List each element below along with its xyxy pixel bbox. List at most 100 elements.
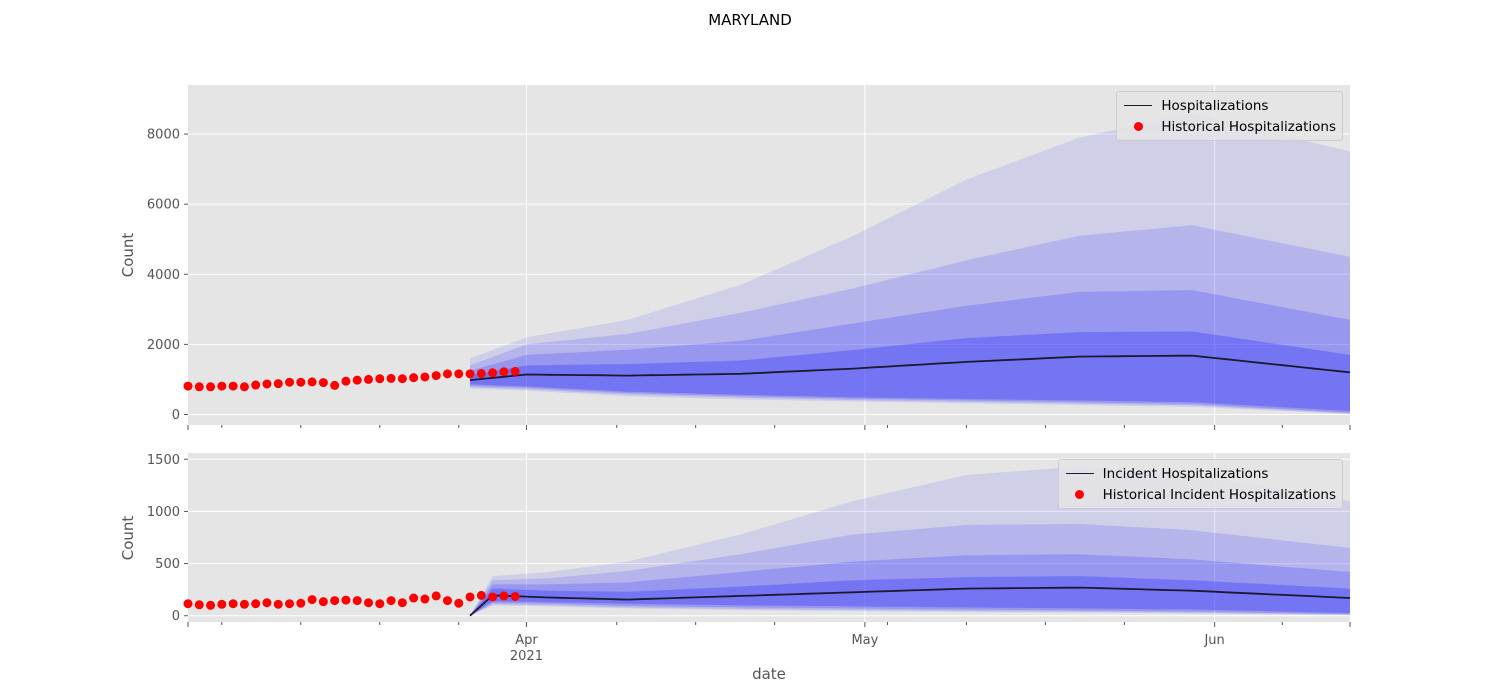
historical-point	[285, 377, 295, 387]
historical-point	[341, 595, 351, 605]
historical-point	[239, 599, 249, 609]
y-tick-label: 1500	[147, 453, 180, 468]
historical-point	[442, 369, 452, 379]
median-forecast-line	[469, 586, 1351, 617]
historical-point	[341, 376, 351, 386]
historical-point	[194, 600, 204, 610]
y-tick-label: 0	[172, 408, 180, 423]
historical-point	[194, 382, 204, 392]
dot-key-icon	[1075, 490, 1085, 499]
x-tick-label: Jun	[1203, 633, 1224, 648]
historical-point	[510, 591, 520, 601]
top-legend: Hospitalizations Historical Hospitalizat…	[1116, 91, 1343, 141]
historical-point	[454, 598, 464, 608]
legend-item-historical: Historical Incident Hospitalizations	[1063, 484, 1336, 505]
historical-point	[499, 591, 509, 601]
legend-label: Historical Hospitalizations	[1161, 118, 1336, 135]
historical-point	[431, 371, 441, 381]
historical-point	[307, 377, 317, 387]
y-tick-label: 0	[172, 609, 180, 624]
historical-point	[397, 374, 407, 384]
historical-point	[273, 599, 283, 609]
historical-point	[431, 591, 441, 601]
median-forecast-line	[469, 354, 1351, 381]
historical-point	[296, 377, 306, 387]
y-tick-label: 4000	[147, 268, 180, 283]
x-tick-sublabel: 2021	[510, 649, 543, 664]
historical-point	[364, 374, 374, 384]
historical-point	[476, 368, 486, 378]
historical-point	[375, 599, 385, 609]
historical-point	[375, 374, 385, 384]
y-tick-label: 500	[155, 557, 180, 572]
x-tick-label: Apr	[515, 633, 538, 648]
top-panel: 0 2000 4000 6000 8000	[147, 85, 1351, 430]
y-tick-label: 8000	[147, 128, 180, 143]
historical-point	[318, 378, 328, 388]
quantile-band	[470, 225, 1350, 414]
legend-label: Incident Hospitalizations	[1102, 465, 1269, 482]
quantile-band	[470, 523, 1350, 616]
historical-point	[262, 379, 272, 389]
historical-point	[488, 592, 498, 602]
historical-point	[364, 598, 374, 608]
historical-point	[251, 380, 261, 390]
legend-item-historical: Historical Hospitalizations	[1121, 116, 1336, 137]
historical-point	[239, 382, 249, 392]
historical-point	[228, 599, 238, 609]
dot-key-icon	[1133, 122, 1143, 131]
historical-point	[352, 375, 362, 385]
quantile-band	[470, 290, 1350, 413]
quantile-band	[470, 331, 1350, 411]
historical-point	[206, 382, 216, 392]
legend-item-forecast: Hospitalizations	[1121, 95, 1336, 116]
historical-point	[206, 600, 216, 610]
historical-point	[409, 593, 419, 603]
x-tick-label: May	[851, 633, 878, 648]
legend-item-forecast: Incident Hospitalizations	[1063, 463, 1336, 484]
bottom-y-axis-label: Count	[119, 515, 137, 560]
plot-background	[188, 85, 1350, 425]
line-key-icon	[1065, 473, 1094, 474]
historical-point	[454, 369, 464, 379]
top-y-axis-label: Count	[119, 232, 137, 278]
historical-point	[476, 590, 486, 600]
y-tick-label: 2000	[147, 338, 180, 353]
historical-point	[352, 596, 362, 606]
quantile-band	[470, 113, 1350, 415]
quantile-band	[470, 576, 1350, 616]
y-tick-label: 6000	[147, 198, 180, 213]
legend-label: Historical Incident Hospitalizations	[1102, 486, 1336, 503]
line-key-icon	[1124, 105, 1153, 106]
historical-point	[330, 596, 340, 606]
quantile-band	[470, 554, 1350, 616]
historical-point	[217, 599, 227, 609]
historical-point	[488, 368, 498, 378]
historical-point	[442, 596, 452, 606]
historical-point	[183, 599, 193, 609]
x-axis-label: date	[752, 665, 786, 683]
historical-point	[183, 381, 193, 391]
chart-title: MARYLAND	[708, 11, 792, 29]
historical-point	[296, 598, 306, 608]
historical-point	[217, 381, 227, 391]
historical-point	[499, 367, 509, 377]
historical-point	[228, 381, 238, 391]
historical-point	[273, 379, 283, 389]
bottom-legend: Incident Hospitalizations Historical Inc…	[1057, 459, 1343, 509]
historical-point	[510, 366, 520, 376]
historical-point	[386, 596, 396, 606]
historical-point	[330, 380, 340, 390]
y-tick-label: 1000	[147, 505, 180, 520]
legend-label: Hospitalizations	[1161, 97, 1269, 114]
historical-point	[318, 597, 328, 607]
historical-point	[251, 599, 261, 609]
historical-point	[420, 594, 430, 604]
historical-point	[285, 599, 295, 609]
historical-point	[386, 373, 396, 383]
historical-point	[420, 372, 430, 382]
historical-point	[307, 595, 317, 605]
historical-point	[465, 369, 475, 379]
historical-point	[262, 598, 272, 608]
historical-point	[397, 598, 407, 608]
